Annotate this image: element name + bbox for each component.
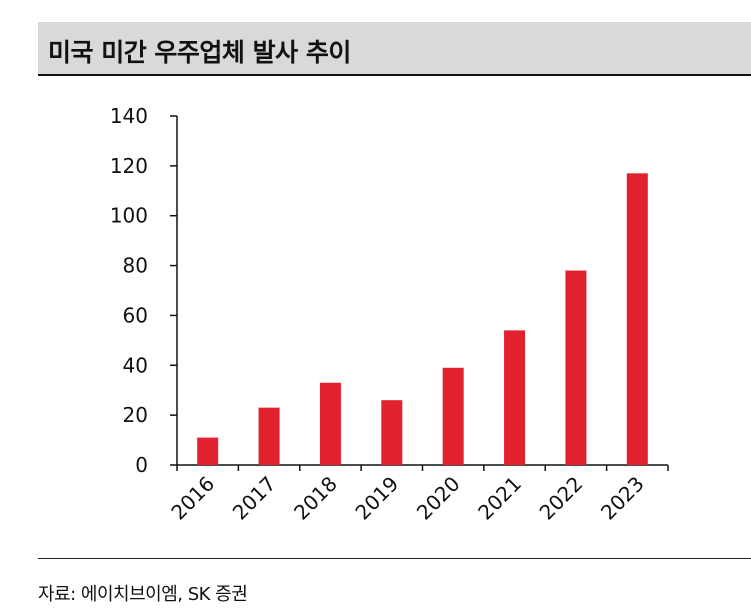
x-tick-label: 2019 bbox=[350, 472, 403, 525]
bar-2022 bbox=[565, 270, 587, 465]
bar-2016 bbox=[197, 437, 219, 465]
x-tick-label: 2022 bbox=[535, 472, 588, 525]
footer-divider bbox=[38, 558, 751, 559]
title-bar: 미국 미간 우주업체 발사 추이 bbox=[38, 22, 751, 76]
bar-2018 bbox=[319, 382, 341, 465]
y-tick-label: 100 bbox=[110, 204, 148, 228]
bars bbox=[197, 173, 648, 466]
y-tick-label: 40 bbox=[123, 353, 148, 377]
bar-2020 bbox=[442, 367, 464, 465]
x-tick-label: 2016 bbox=[166, 472, 219, 525]
bar-2021 bbox=[504, 330, 526, 465]
bar-2017 bbox=[258, 407, 280, 465]
y-tick-label: 80 bbox=[123, 254, 148, 278]
x-tick-label: 2023 bbox=[596, 472, 649, 525]
x-tick-label: 2020 bbox=[412, 472, 465, 525]
y-tick-label: 20 bbox=[123, 403, 148, 427]
x-axis: 2016 2017 2018 2019 2020 2021 2022 2023 bbox=[166, 464, 669, 525]
bar-2023 bbox=[626, 173, 648, 466]
y-axis: 0 20 40 60 80 100 120 140 bbox=[110, 104, 178, 477]
x-tick-label: 2017 bbox=[228, 472, 281, 525]
x-tick-label: 2021 bbox=[473, 472, 526, 525]
y-tick-label: 0 bbox=[135, 453, 148, 477]
chart-title: 미국 미간 우주업체 발사 추이 bbox=[48, 38, 351, 67]
source-note: 자료: 에이치브이엠, SK 증권 bbox=[38, 584, 248, 605]
y-tick-label: 60 bbox=[123, 303, 148, 327]
x-tick-label: 2018 bbox=[289, 472, 342, 525]
y-tick-label: 120 bbox=[110, 154, 148, 178]
y-tick-label: 140 bbox=[110, 104, 148, 128]
bar-2019 bbox=[381, 400, 403, 465]
